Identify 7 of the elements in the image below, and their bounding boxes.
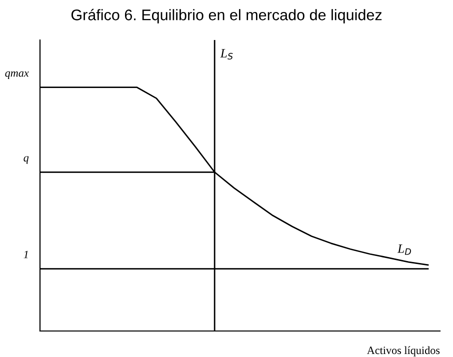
text: 1 [24,250,28,258]
chart-title: Gráfico 6. Equilibrio en el mercado de liquidez [71,8,382,24]
x-axis-title: Activos líquidos [366,346,440,356]
series-label: L$_{D}$ [397,244,411,255]
text: L$_{S}$ [220,49,233,60]
text: q [24,156,29,164]
text: qmax [5,71,29,80]
